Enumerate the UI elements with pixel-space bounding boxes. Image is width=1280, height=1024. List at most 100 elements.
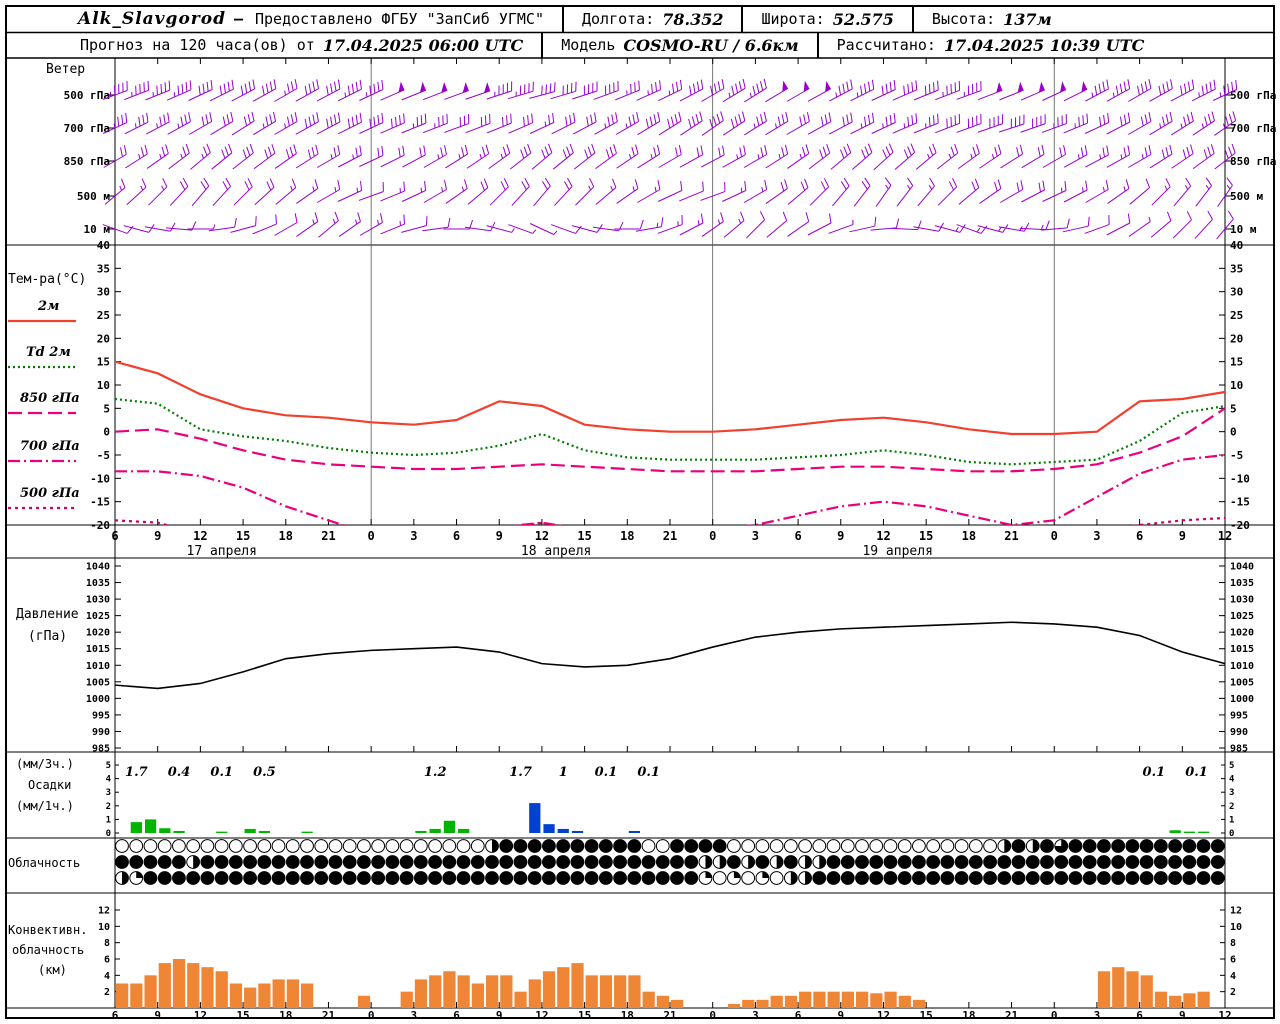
svg-text:18: 18	[279, 1009, 292, 1022]
model-label: Модель	[561, 36, 616, 54]
convective-bar	[671, 999, 684, 1008]
svg-text:6: 6	[112, 1009, 119, 1022]
svg-text:-15: -15	[1230, 496, 1250, 509]
convective-bar	[1097, 971, 1111, 1008]
svg-text:1040: 1040	[86, 562, 110, 573]
svg-text:12: 12	[194, 1009, 207, 1022]
svg-text:0: 0	[1051, 529, 1058, 543]
svg-text:9: 9	[1179, 1009, 1186, 1022]
convective-bar	[1169, 995, 1182, 1008]
header-separator	[741, 6, 744, 32]
svg-text:35: 35	[1230, 262, 1243, 275]
svg-text:1.2: 1.2	[424, 765, 447, 780]
svg-text:2: 2	[1229, 802, 1234, 812]
convective-bar	[258, 983, 271, 1008]
svg-text:25: 25	[1230, 309, 1243, 322]
svg-text:4: 4	[104, 971, 110, 982]
cloud-row-1	[115, 855, 1225, 869]
svg-text:3: 3	[106, 788, 111, 798]
svg-text:9: 9	[496, 529, 503, 543]
svg-text:3: 3	[752, 529, 759, 543]
svg-text:15: 15	[920, 1009, 933, 1022]
svg-text:-20: -20	[1230, 519, 1250, 532]
temperature-series-2	[115, 407, 1225, 473]
convective-bar	[500, 975, 513, 1008]
svg-text:3: 3	[1094, 1009, 1101, 1022]
convective-bar	[429, 975, 442, 1008]
convective-bar	[799, 991, 812, 1008]
temperature-panel-title: Тем-ра(°C)	[8, 272, 87, 287]
convective-bar	[656, 995, 669, 1008]
svg-text:21: 21	[1005, 1009, 1019, 1022]
svg-text:1035: 1035	[86, 578, 110, 589]
svg-text:0: 0	[106, 829, 111, 839]
cloud-row-2	[115, 871, 1225, 885]
convective-bar	[357, 995, 371, 1008]
svg-text:12: 12	[193, 529, 207, 543]
day-separator-lines	[370, 58, 1055, 525]
svg-text:0.1: 0.1	[210, 765, 233, 780]
svg-text:990: 990	[92, 727, 110, 738]
convective-bar	[286, 979, 299, 1008]
header-dash: —	[233, 10, 243, 28]
svg-text:850 гПа: 850 гПа	[64, 155, 110, 168]
svg-text:1025: 1025	[1230, 611, 1254, 622]
svg-text:3: 3	[1093, 529, 1100, 543]
svg-text:21: 21	[663, 529, 677, 543]
svg-text:990: 990	[1230, 727, 1248, 738]
convective-bar	[912, 999, 926, 1008]
svg-text:12: 12	[1218, 529, 1232, 543]
temperature-series-0	[115, 360, 1225, 436]
svg-text:1: 1	[559, 765, 568, 780]
convective-bar	[628, 975, 641, 1008]
svg-text:-20: -20	[90, 519, 110, 532]
svg-text:1: 1	[106, 815, 111, 825]
convective-bar	[158, 963, 171, 1008]
convective-bar	[486, 975, 499, 1008]
svg-text:5: 5	[103, 402, 110, 415]
svg-text:15: 15	[578, 1009, 591, 1022]
svg-text:3: 3	[1229, 788, 1234, 798]
precip-bar	[301, 831, 313, 833]
header-separator	[541, 32, 544, 58]
svg-text:8: 8	[104, 938, 110, 949]
svg-text:500 гПа: 500 гПа	[64, 89, 110, 102]
svg-text:995: 995	[1230, 710, 1248, 721]
cloud-row-0	[115, 839, 1225, 853]
precip-bar	[1198, 831, 1210, 833]
svg-text:18: 18	[620, 529, 634, 543]
convective-bar	[813, 991, 826, 1008]
svg-text:985: 985	[92, 744, 110, 755]
wind-barbs-1: 700 гПа 700 гПа	[64, 111, 1276, 136]
precip-bar	[244, 828, 256, 833]
svg-text:15: 15	[236, 1009, 249, 1022]
convective-bar	[187, 963, 200, 1008]
svg-text:1.7: 1.7	[125, 765, 148, 780]
svg-text:6: 6	[1230, 955, 1236, 966]
svg-text:4: 4	[106, 775, 112, 785]
svg-text:9: 9	[837, 1009, 844, 1022]
svg-text:30: 30	[1230, 286, 1243, 299]
convective-bar	[884, 991, 897, 1008]
svg-text:18: 18	[621, 1009, 634, 1022]
svg-text:0: 0	[1229, 829, 1234, 839]
convective-bar	[742, 999, 755, 1008]
precipitation-panel: 0 0 1 1 2 2 3 3 4 4 5 5 1.7 0.4 0.1 0.5 1.2 1.7 1 0.1 0.1 0.1…	[106, 761, 1235, 839]
svg-text:5: 5	[1229, 761, 1234, 771]
precip-bar	[258, 830, 271, 833]
svg-text:1: 1	[1229, 815, 1234, 825]
svg-text:9: 9	[154, 529, 161, 543]
svg-text:2: 2	[104, 987, 110, 998]
convective-bar	[471, 983, 484, 1008]
svg-text:1030: 1030	[86, 595, 110, 606]
svg-text:15: 15	[919, 529, 933, 543]
convective-bar	[528, 979, 541, 1008]
svg-text:2: 2	[1230, 987, 1236, 998]
header-separator	[816, 32, 819, 58]
svg-text:15: 15	[97, 356, 110, 369]
legend-t500: 500 гПа	[20, 486, 80, 501]
svg-text:12: 12	[876, 529, 890, 543]
precip-bar	[543, 824, 555, 833]
